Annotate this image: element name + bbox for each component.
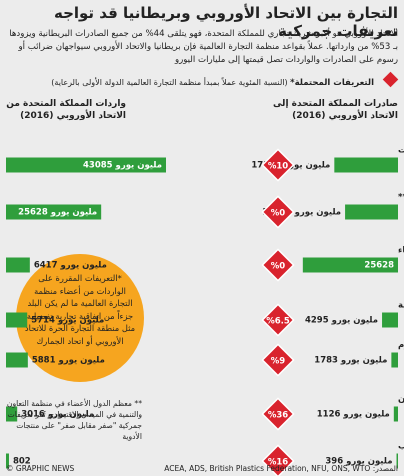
left-header: واردات المملكة المتحدة من الاتحاد الأورو… [6, 99, 126, 121]
value-label: 3016 مليون يورو [21, 410, 94, 420]
legend-note: (النسبة المئوية عملاً بمبدأ منظمة التجار… [51, 78, 288, 87]
tariff-diamond [261, 195, 295, 229]
legend: التعريفات المحتملة* (النسبة المئوية عملا… [14, 78, 374, 88]
bar [6, 453, 9, 469]
bar [302, 257, 398, 273]
right-header: صادرات المملكة المتحدة إلى الاتحاد الأور… [272, 99, 398, 121]
bar [396, 453, 398, 469]
tariff-diamond [261, 343, 295, 377]
bar [391, 352, 398, 368]
value-label: 25628 [364, 261, 394, 271]
bar [393, 406, 398, 422]
category-label: منتجات الألبان [398, 394, 404, 405]
value-label: 5714 مليون يورو [31, 316, 104, 326]
tariff-diamond [261, 148, 295, 182]
value-label: 1126 مليون يورو [317, 410, 390, 420]
tariff-diamond [261, 397, 295, 431]
value-label: 43085 مليون يورو [83, 161, 162, 171]
bar [6, 406, 18, 422]
bar [345, 204, 398, 220]
tariff-label: %0 [271, 262, 286, 272]
bar [6, 157, 166, 173]
tariff-diamond [261, 444, 295, 476]
tariff-label: %36 [268, 411, 288, 421]
value-label: 5881 مليون يورو [32, 356, 105, 366]
bar [334, 157, 398, 173]
category-label: المواد البلاستيكية [398, 301, 404, 311]
bar [382, 312, 398, 328]
value-label: 396 مليون يورو [325, 457, 392, 467]
intro: الاتحاد الأوروبي هو أكبر شريك تجاري للمم… [9, 29, 398, 65]
tariff-label: %9 [271, 357, 286, 367]
legend-title: التعريفات المحتملة* [290, 78, 374, 88]
footnote: ** معظم الدول الأعضاء في منظمة التعاون و… [6, 399, 142, 441]
category-label: المستحضرات الصيدلانية** [398, 193, 404, 203]
value-label: 14251 مليون يورو [262, 208, 341, 218]
title: التجارة بين الاتحاد الأوروبي وبريطانيا ق… [53, 4, 398, 40]
value-label: 6417 مليون يورو [34, 261, 107, 271]
category-label: الحبوب [398, 442, 404, 452]
value-label: 4295 مليون يورو [305, 316, 378, 326]
source: المصدر: ACEA, ADS, British Plastics Fede… [164, 464, 398, 473]
bar [6, 312, 28, 328]
tariff-label: %10 [268, 162, 288, 172]
note-circle [16, 254, 144, 382]
value-label: 1783 مليون يورو [314, 356, 387, 366]
bar [6, 257, 30, 273]
circle-note: *التعريفات المقررة على الواردات من أعضاء… [24, 273, 136, 346]
bar [6, 352, 28, 368]
tariff-label: %6.5 [266, 317, 290, 327]
category-label: الطيران والفضاء [398, 246, 404, 256]
category-label: سيارات [398, 146, 404, 156]
tariff-diamond [261, 248, 295, 282]
tariff-diamond [261, 303, 295, 337]
tariff-label: %0 [271, 209, 286, 219]
value-label: 802 [13, 457, 31, 467]
tariff-label: %16 [268, 458, 288, 468]
credit: © GRAPHIC NEWS [6, 464, 75, 473]
bar [6, 204, 102, 220]
value-label: 25628 مليون يورو [18, 208, 97, 218]
legend-diamond [382, 71, 399, 88]
category-label: اللحوم [398, 341, 404, 351]
